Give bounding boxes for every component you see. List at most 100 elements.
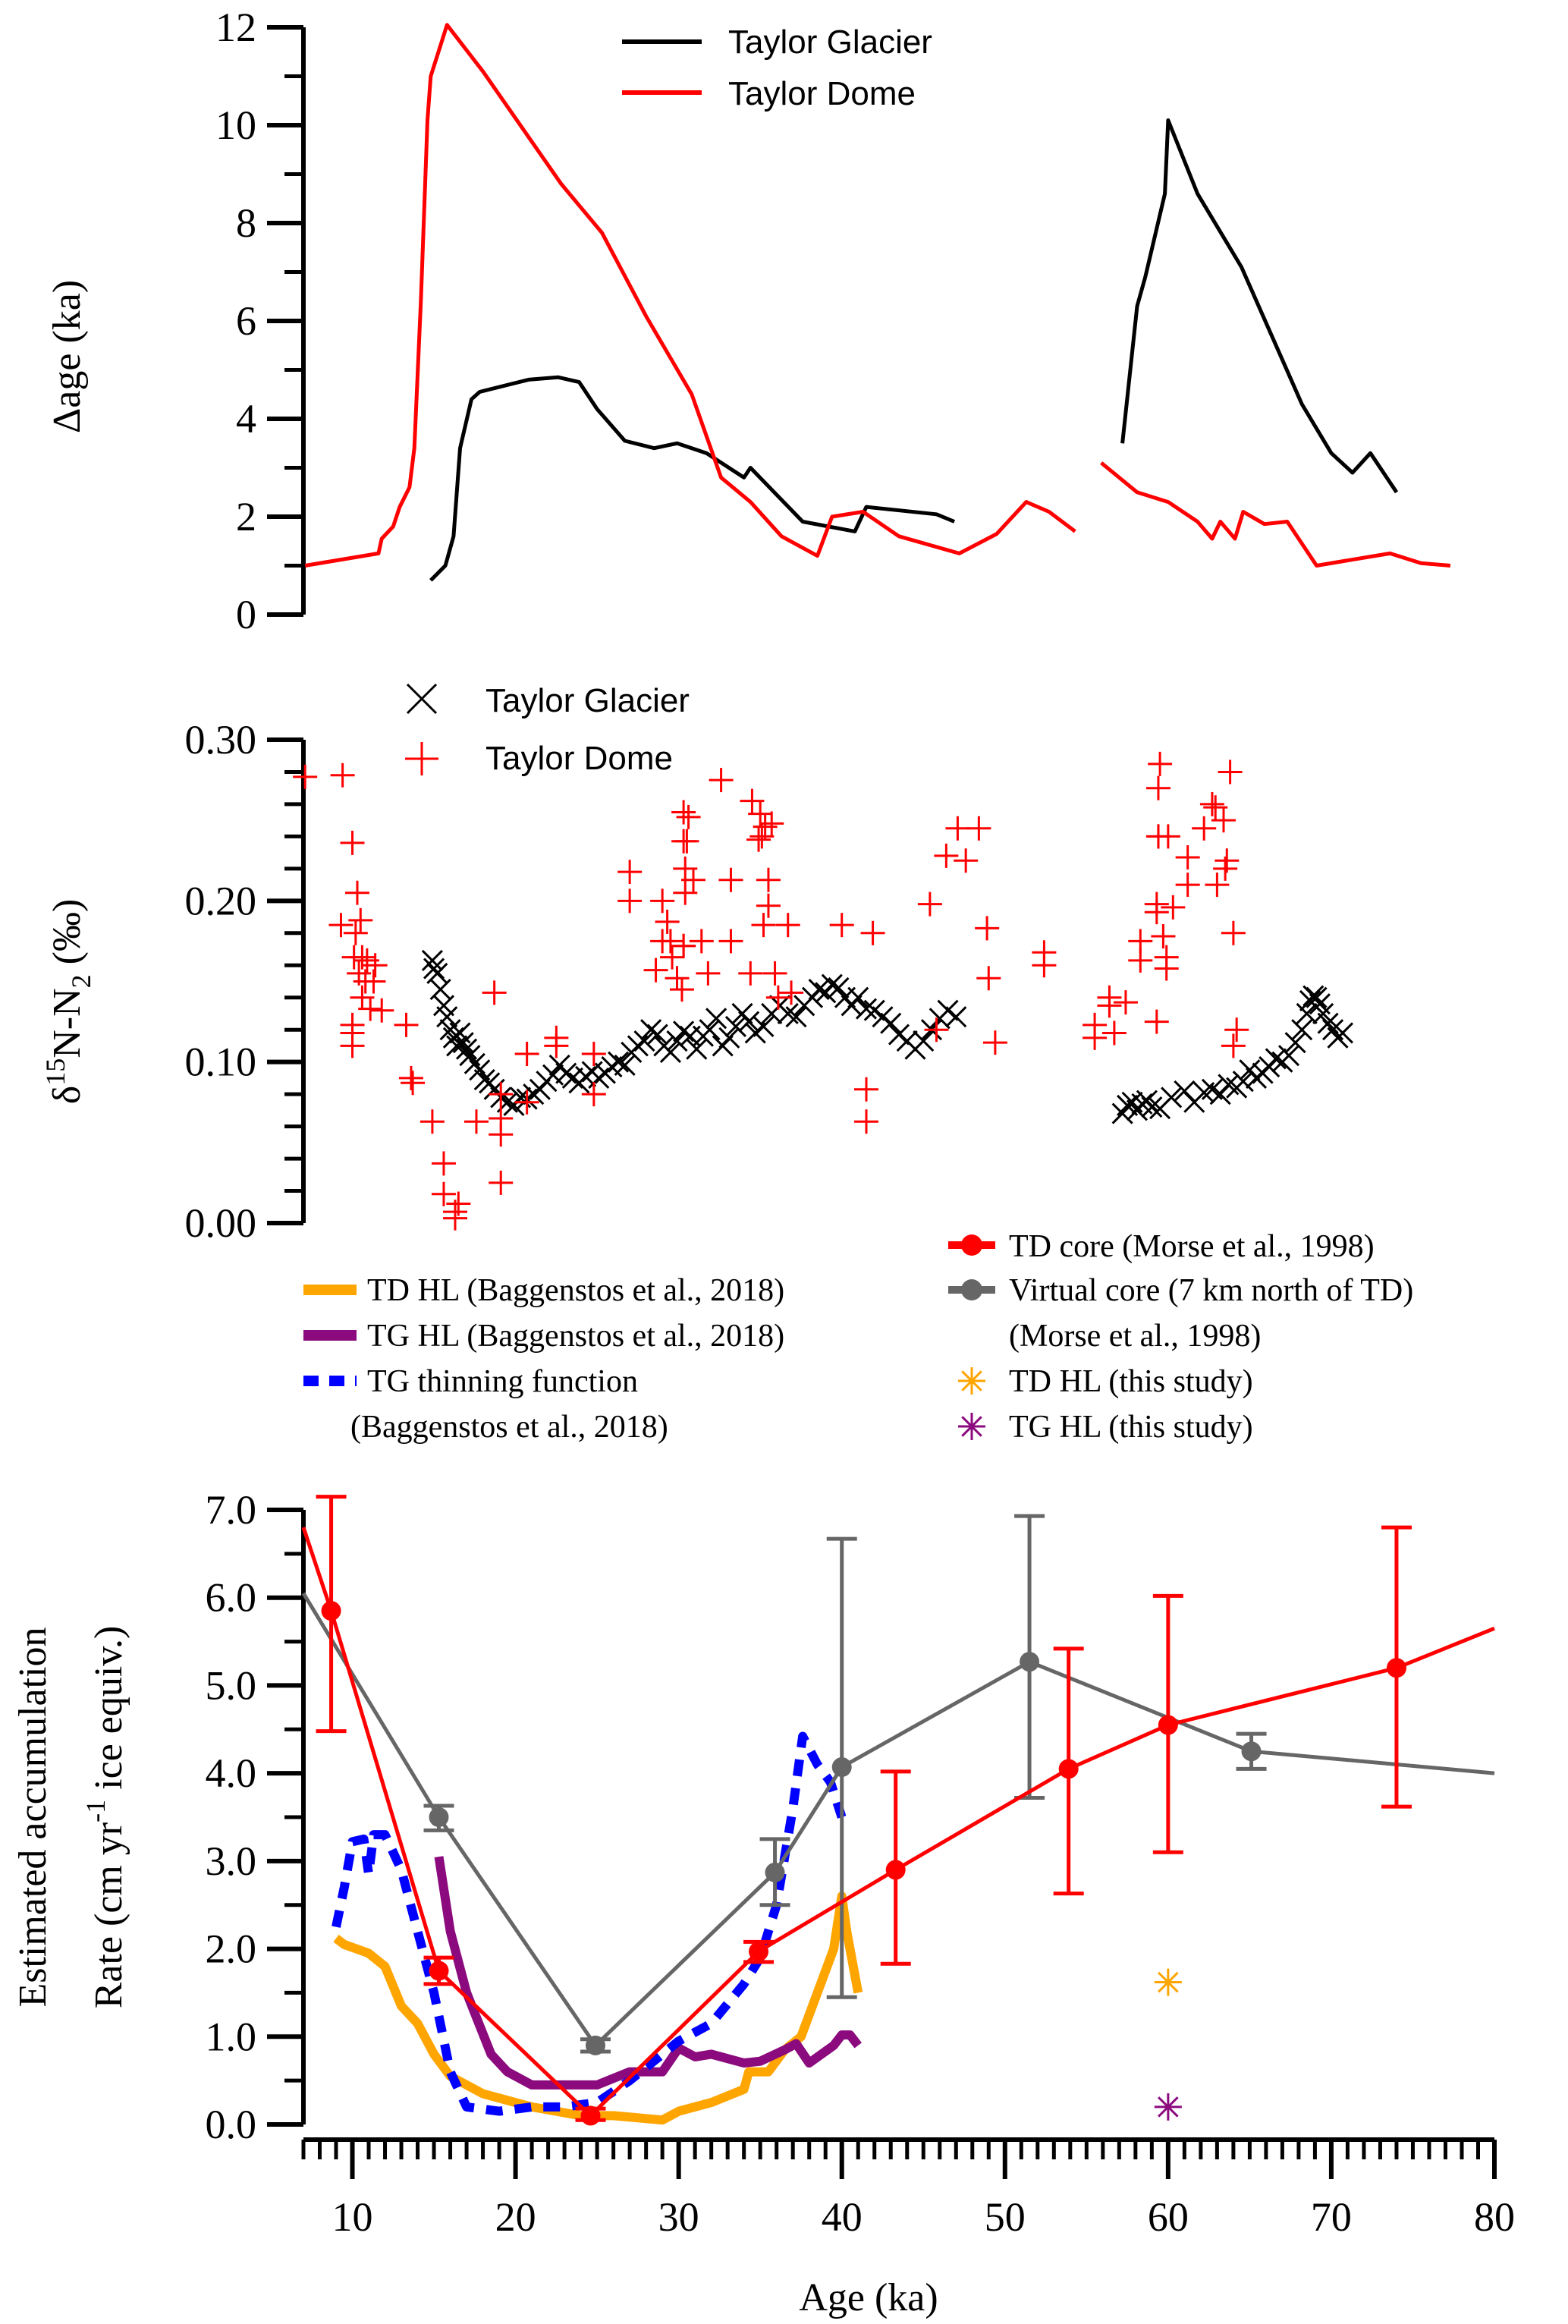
marker-plus-taylor-dome [673, 880, 698, 905]
marker-plus-taylor-dome [681, 867, 706, 892]
line-taylor-glacier [429, 375, 956, 582]
marker-plus-taylor-dome [581, 1042, 606, 1067]
marker-plus-taylor-dome [419, 1109, 445, 1134]
marker-x-taylor-glacier [1296, 1002, 1318, 1025]
marker-plus-taylor-dome [1221, 920, 1246, 945]
marker-x-taylor-glacier [633, 1030, 655, 1052]
marker-plus-taylor-dome [759, 811, 784, 836]
marker-plus-taylor-dome [1161, 895, 1186, 920]
marker-x-taylor-glacier [847, 986, 869, 1008]
marker-plus-taylor-dome [669, 977, 694, 1002]
marker-plus-taylor-dome [775, 913, 800, 938]
marker-plus-taylor-dome [718, 929, 743, 954]
marker-x-taylor-glacier [608, 1051, 630, 1073]
marker-plus-taylor-dome [369, 998, 394, 1023]
y-tick-label: 6.0 [206, 1575, 257, 1621]
marker-x-taylor-glacier [828, 976, 850, 999]
marker-x-taylor-glacier [452, 1032, 474, 1054]
marker-plus-taylor-dome [401, 1071, 426, 1096]
point-virtual-core [765, 1862, 785, 1882]
point-virtual-core [585, 2035, 605, 2055]
legend-asterisk-mark [958, 1413, 985, 1440]
delta-age-series [304, 23, 1451, 582]
marker-plus-taylor-dome [982, 1030, 1007, 1055]
legend-label-taylor-glacier-d15n: Taylor Glacier [485, 682, 690, 719]
marker-plus-taylor-dome [431, 1151, 456, 1176]
marker-plus-taylor-dome [617, 860, 643, 885]
marker-plus-taylor-dome [358, 996, 383, 1021]
marker-plus-taylor-dome [330, 763, 355, 788]
marker-plus-taylor-dome [489, 1082, 514, 1107]
legend-label-tg-thinning-1: TG thinning function [367, 1364, 638, 1399]
marker-plus-taylor-dome [1032, 953, 1057, 978]
marker-plus-taylor-dome [1213, 856, 1238, 881]
marker-x-taylor-glacier [1245, 1067, 1268, 1089]
marker-plus-taylor-dome [489, 1122, 514, 1147]
x-tick-label: 20 [495, 2194, 536, 2240]
marker-plus-taylor-dome [514, 1090, 539, 1115]
marker-plus-taylor-dome [443, 1206, 468, 1231]
d15n-series [293, 751, 1354, 1231]
marker-plus-taylor-dome [674, 829, 699, 854]
marker-x-taylor-glacier [699, 1019, 721, 1041]
legend-asterisk-mark [958, 1367, 985, 1395]
legend-label-tg-hl-baggenstos: TG HL (Baggenstos et al., 2018) [367, 1319, 784, 1354]
legend-label-virtual-core-2: (Morse et al., 1998) [1009, 1319, 1261, 1354]
x-tick-label: 60 [1148, 2194, 1189, 2240]
y-tick-label: 0.20 [185, 878, 257, 923]
marker-plus-taylor-dome [853, 1077, 878, 1102]
marker-plus-taylor-dome [660, 945, 685, 970]
panel-accumulation: 0.0 1.0 2.0 3.0 4.0 5.0 6.0 7.0 10 20 30 40 50 60 70 80… [11, 1487, 1515, 2319]
x-tick-label: 80 [1474, 2194, 1515, 2240]
asterisk-td-hl-this-study [1154, 1968, 1182, 1996]
x-tick-label: 10 [332, 2194, 373, 2240]
marker-x-taylor-glacier [673, 1020, 695, 1042]
marker-plus-taylor-dome [756, 867, 781, 892]
marker-plus-taylor-dome [361, 969, 386, 994]
y-tick-label: 10 [215, 102, 256, 148]
marker-x-taylor-glacier [777, 1002, 799, 1025]
marker-x-taylor-glacier [421, 949, 443, 971]
marker-plus-taylor-dome [1097, 993, 1122, 1018]
marker-x-taylor-glacier [588, 1067, 610, 1089]
x-axis-label: Age (ka) [799, 2276, 938, 2319]
marker-plus-taylor-dome [779, 980, 804, 1005]
marker-plus-taylor-dome [671, 800, 696, 825]
legend-middle: Taylor Glacier Taylor Dome [405, 682, 690, 777]
marker-plus-taylor-dome [446, 1191, 471, 1216]
marker-plus-taylor-dome [1155, 824, 1180, 849]
marker-x-taylor-glacier [945, 1006, 967, 1028]
marker-plus-taylor-dome [829, 913, 854, 938]
marker-plus-taylor-dome [1218, 759, 1243, 785]
panel-delta-age: 0 2 4 6 8 10 12 Δage (ka) Taylor Glacier Taylo… [46, 5, 1451, 637]
y-tick-label: 6 [236, 298, 256, 344]
line-tg-hl-baggenstos [434, 1856, 862, 2090]
marker-plus-taylor-dome [1113, 990, 1138, 1015]
point-td-core [885, 1860, 906, 1880]
point-td-core [1058, 1759, 1079, 1779]
legend-label-taylor-dome-d15n: Taylor Dome [485, 740, 673, 777]
marker-x-taylor-glacier [1218, 1074, 1240, 1096]
y-tick-label: 2 [236, 494, 256, 539]
marker-x-taylor-glacier [738, 1011, 760, 1033]
marker-x-taylor-glacier [686, 1038, 708, 1060]
marker-x-taylor-glacier [1306, 986, 1328, 1008]
marker-plus-taylor-dome [350, 945, 375, 970]
legend-swatch-td-core [948, 1234, 995, 1256]
marker-plus-taylor-dome [658, 929, 683, 954]
marker-x-taylor-glacier [1277, 1045, 1300, 1067]
y-tick-label: 4.0 [206, 1750, 257, 1796]
legend-label-taylor-glacier: Taylor Glacier [728, 24, 932, 61]
marker-plus-taylor-dome [1224, 1017, 1249, 1042]
legend-label-td-core: TD core (Morse et al., 1998) [1009, 1229, 1375, 1264]
y-tick-label: 12 [215, 5, 256, 50]
y-tick-label: 5.0 [206, 1662, 257, 1708]
marker-plus-taylor-dome [1211, 808, 1236, 833]
line-td-core [301, 1527, 1495, 2118]
line-tg-thinning [332, 1731, 847, 2116]
marker-plus-taylor-dome [431, 1181, 456, 1206]
marker-x-taylor-glacier [1232, 1071, 1254, 1093]
point-virtual-core [429, 1807, 449, 1827]
y-tick-label: 8 [236, 200, 256, 246]
marker-plus-taylor-dome [482, 980, 507, 1005]
